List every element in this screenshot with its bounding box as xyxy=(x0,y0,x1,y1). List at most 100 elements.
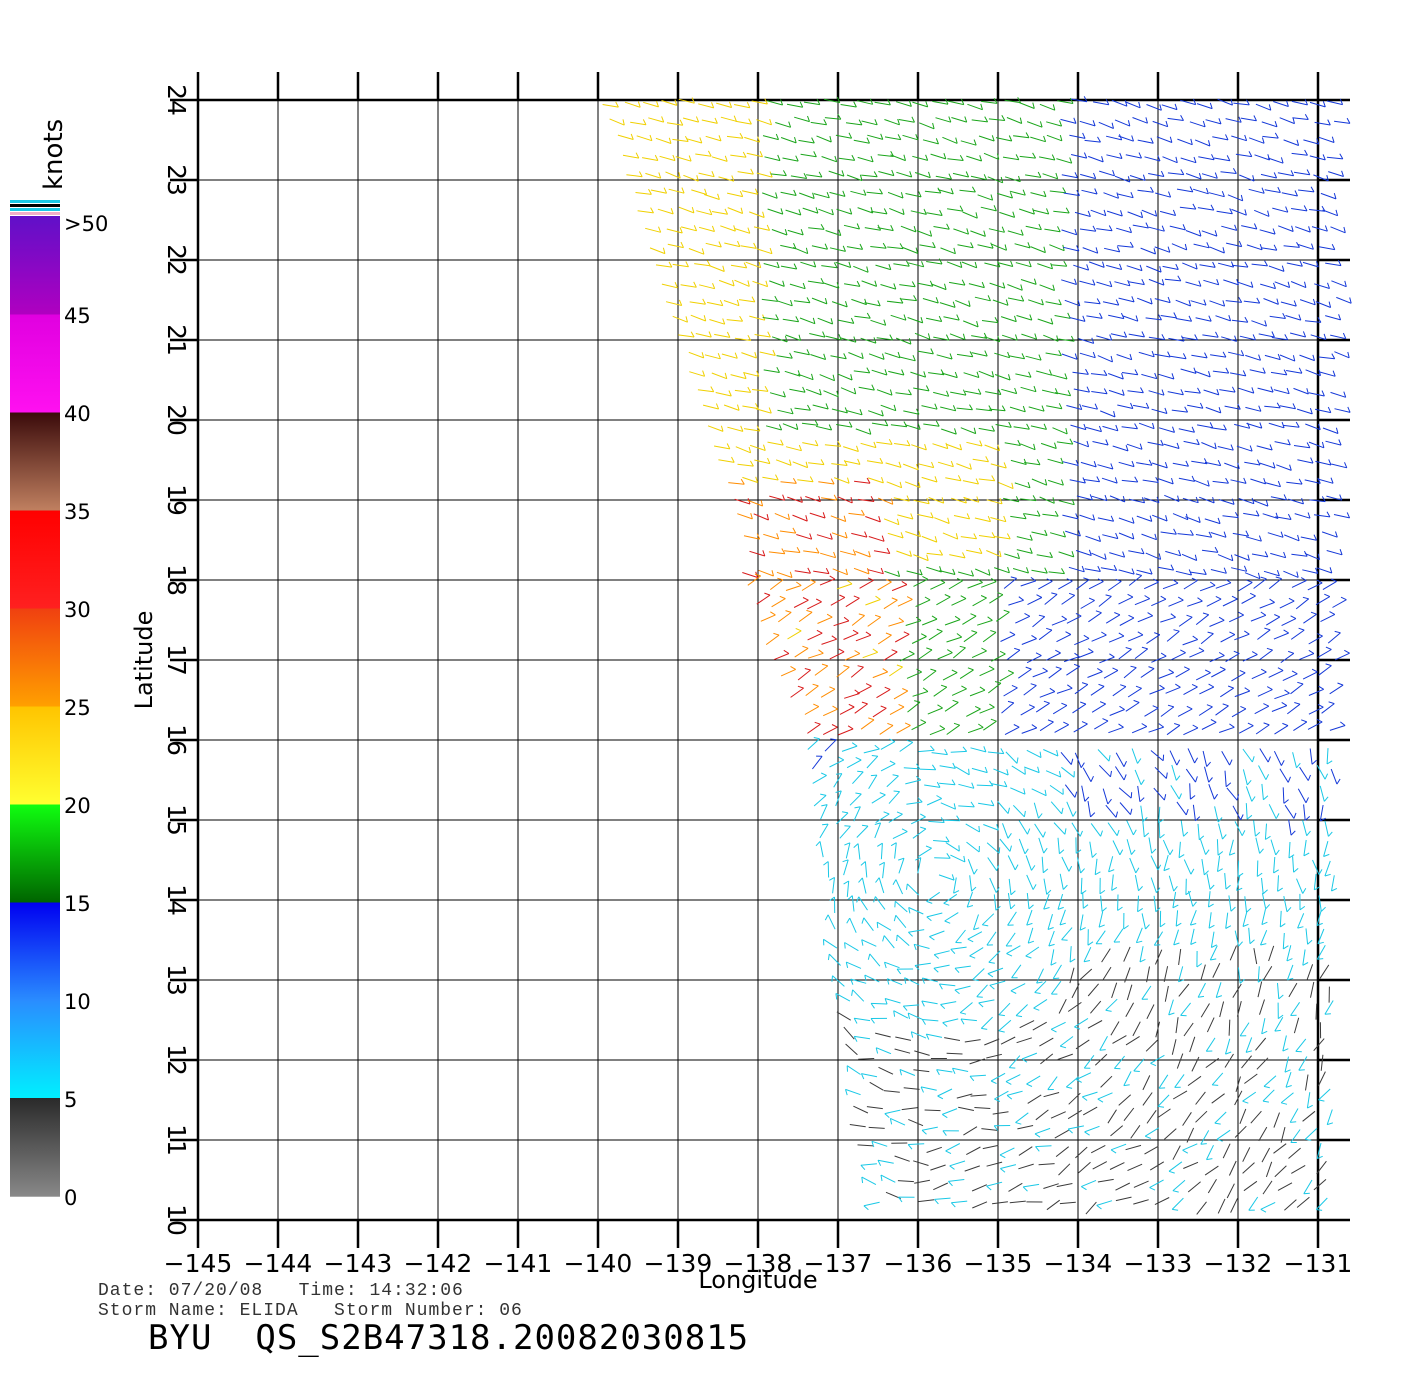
wind-barb-flag xyxy=(1098,924,1105,928)
wind-barb xyxy=(1236,445,1253,452)
wind-barb xyxy=(954,985,971,991)
wind-barb xyxy=(754,459,771,465)
wind-barb-flag xyxy=(1198,280,1202,287)
wind-barb xyxy=(1084,568,1101,572)
wind-barb xyxy=(1061,229,1077,236)
wind-barb-flag xyxy=(1300,577,1307,581)
wind-barb xyxy=(907,1012,924,1021)
wind-barb xyxy=(792,514,808,522)
wind-barb-flag xyxy=(1238,611,1244,616)
wind-barb-flag xyxy=(1080,890,1087,895)
wind-barb xyxy=(838,728,854,736)
wind-barb-flag xyxy=(1060,1045,1067,1049)
wind-barb-flag xyxy=(1154,632,1160,636)
wind-barb xyxy=(1018,1163,1034,1170)
wind-barb xyxy=(682,117,699,123)
wind-barb xyxy=(906,671,922,679)
wind-barb xyxy=(958,1106,975,1111)
wind-barb-flag xyxy=(1000,176,1004,183)
wind-barb xyxy=(1056,158,1072,164)
wind-barb xyxy=(1141,209,1157,217)
wind-barb-flag xyxy=(1276,298,1279,305)
wind-barb xyxy=(1012,804,1025,818)
wind-barb-flag xyxy=(981,281,985,288)
wind-barb-flag xyxy=(1137,631,1144,636)
wind-barb xyxy=(895,392,912,396)
wind-barb-flag xyxy=(918,191,922,198)
wind-barb-flag xyxy=(1145,222,1149,229)
wind-barb xyxy=(911,721,927,731)
wind-barb-flag xyxy=(1184,243,1188,251)
wind-barb xyxy=(747,575,761,586)
wind-barb-flag xyxy=(1033,278,1037,285)
wind-barb-flag xyxy=(712,283,716,289)
wind-barb xyxy=(852,989,865,1002)
wind-barb-flag xyxy=(1212,261,1216,268)
wind-barb xyxy=(933,226,950,230)
wind-barb-flag xyxy=(915,857,922,861)
wind-barb xyxy=(1048,668,1062,679)
wind-barb-flag xyxy=(833,551,837,558)
wind-barb-flag xyxy=(1111,886,1118,891)
wind-barb-flag xyxy=(973,927,980,931)
wind-barb-flag xyxy=(1310,611,1317,615)
wind-barb-flag xyxy=(1258,354,1261,361)
wind-barb-flag xyxy=(980,595,987,599)
wind-barb-flag xyxy=(1150,298,1153,305)
wind-barb xyxy=(1318,136,1335,143)
wind-barb xyxy=(1128,550,1145,555)
wind-barb-flag xyxy=(1173,629,1180,632)
wind-barb-flag xyxy=(1103,388,1108,395)
wind-barb xyxy=(1228,614,1244,623)
wind-barb-flag xyxy=(756,533,761,540)
wind-barb xyxy=(1098,121,1114,129)
wind-barb-flag xyxy=(1273,172,1278,179)
wind-barb xyxy=(1317,649,1332,659)
wind-barb-flag xyxy=(733,115,737,122)
wind-barb-flag xyxy=(1115,424,1119,431)
wind-barb xyxy=(1260,930,1268,946)
wind-barb-flag xyxy=(935,297,939,304)
wind-barb xyxy=(1234,1125,1247,1138)
wind-barb xyxy=(1058,500,1075,506)
wind-barb-flag xyxy=(1125,647,1132,650)
wind-barb xyxy=(1211,1072,1224,1086)
wind-barb xyxy=(824,117,841,120)
wind-barb-flag xyxy=(1210,204,1215,211)
wind-barb xyxy=(937,189,954,195)
wind-barb-flag xyxy=(1264,551,1269,558)
wind-barb-flag xyxy=(1197,597,1203,602)
wind-barb-flag xyxy=(946,390,950,397)
wind-barb xyxy=(1050,264,1067,267)
wind-barb xyxy=(1049,784,1064,795)
wind-barb xyxy=(868,1126,885,1129)
latitude-tick-label: 17 xyxy=(162,644,191,676)
wind-barb-flag xyxy=(913,944,917,951)
wind-barb-flag xyxy=(990,718,997,722)
wind-barb-flag xyxy=(1294,190,1298,197)
wind-barb xyxy=(1217,98,1233,106)
wind-barb xyxy=(1199,686,1215,695)
wind-barb-flag xyxy=(1069,157,1073,164)
wind-barb-flag xyxy=(1080,762,1085,768)
wind-barb-flag xyxy=(1209,422,1214,429)
wind-barb-flag xyxy=(1280,157,1284,164)
wind-barb xyxy=(734,279,750,287)
wind-barb xyxy=(1110,1143,1127,1151)
wind-barb xyxy=(691,189,707,195)
wind-barb xyxy=(970,230,986,237)
wind-barb-flag xyxy=(888,438,893,445)
wind-barb xyxy=(922,1019,939,1022)
wind-barb-flag xyxy=(663,187,668,194)
wind-barb-flag xyxy=(776,533,780,540)
wind-barb xyxy=(946,261,962,268)
wind-barb xyxy=(1277,172,1294,177)
wind-barb xyxy=(1046,121,1062,127)
wind-barb-flag xyxy=(749,460,754,467)
wind-barb xyxy=(996,192,1013,199)
wind-barb-flag xyxy=(822,331,826,338)
wind-barb-flag xyxy=(920,317,924,324)
wind-barb xyxy=(1255,837,1261,854)
wind-barb-flag xyxy=(909,550,912,557)
wind-barb xyxy=(1124,967,1131,983)
